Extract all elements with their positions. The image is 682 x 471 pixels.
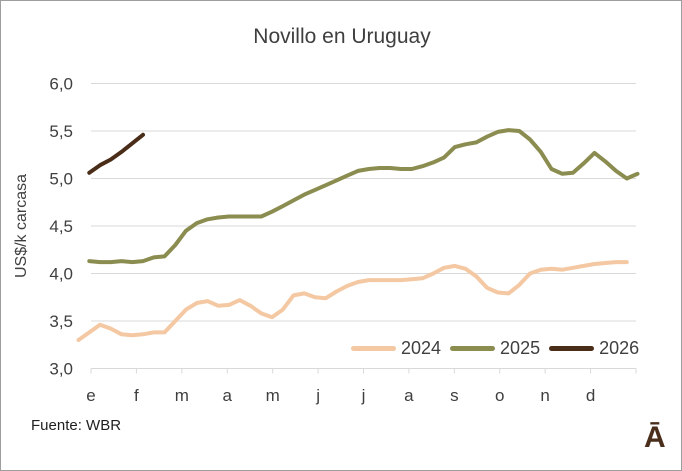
x-tick-label: j bbox=[361, 386, 366, 405]
x-tick-label: e bbox=[86, 386, 95, 405]
legend-line-sample-2025 bbox=[450, 346, 496, 351]
series-line-2024 bbox=[76, 260, 629, 342]
y-tick-label: 5,0 bbox=[49, 170, 73, 189]
legend-label-2024: 2024 bbox=[401, 338, 442, 358]
legend-line-sample-2026 bbox=[549, 346, 595, 351]
chart-title: Novillo en Uruguay bbox=[253, 25, 431, 48]
x-tick-label: j bbox=[315, 386, 320, 405]
legend-line-sample-2024 bbox=[351, 346, 396, 351]
x-tick-label: s bbox=[450, 386, 459, 405]
y-tick-label: 3,5 bbox=[49, 312, 73, 331]
source-note: Fuente: WBR bbox=[31, 417, 122, 434]
x-tick-label: d bbox=[586, 386, 595, 405]
series-line-2026 bbox=[87, 132, 145, 175]
legend-item-2025: 2025 bbox=[450, 338, 540, 359]
x-tick-label: o bbox=[495, 386, 504, 405]
y-tick-label: 6,0 bbox=[49, 75, 73, 94]
x-tick-label: a bbox=[223, 386, 233, 405]
legend-item-2026: 2026 bbox=[549, 338, 639, 359]
y-tick-label: 4,0 bbox=[49, 265, 73, 284]
x-tick-label: m bbox=[175, 386, 189, 405]
x-tick-label: n bbox=[540, 386, 549, 405]
legend-label-2026: 2026 bbox=[599, 338, 640, 358]
x-tick-label: a bbox=[404, 386, 414, 405]
y-tick-label: 5,5 bbox=[49, 122, 73, 141]
x-tick-label: m bbox=[266, 386, 280, 405]
y-tick-label: 3,0 bbox=[49, 360, 73, 379]
series-line-2025 bbox=[87, 128, 640, 265]
x-tick-label: f bbox=[134, 386, 139, 405]
y-tick-label: 4,5 bbox=[49, 217, 73, 236]
legend-label-2025: 2025 bbox=[500, 338, 541, 358]
legend-item-2024: 2024 bbox=[351, 338, 441, 359]
brand-logo: Ā bbox=[644, 421, 666, 454]
legend: 2024 2025 2026 bbox=[351, 338, 648, 359]
